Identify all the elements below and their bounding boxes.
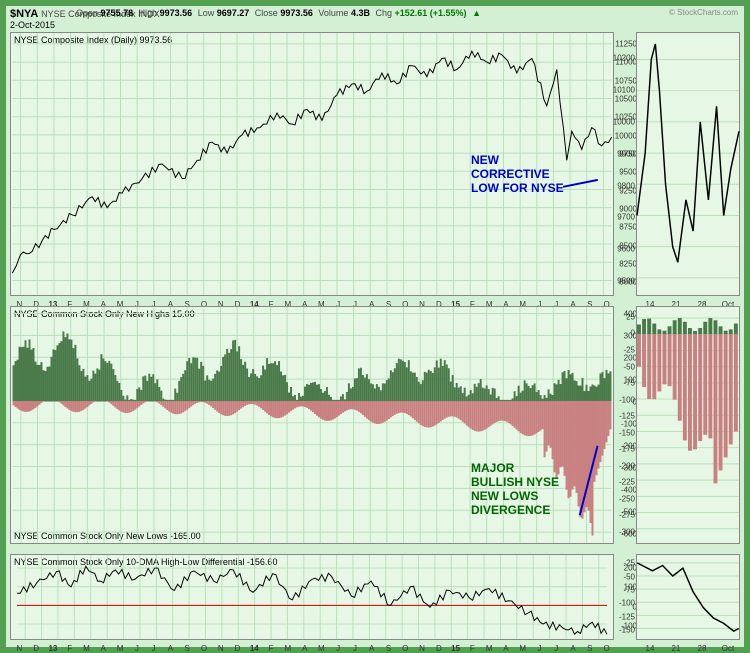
main-zoom-y-axis: 95009600970098009900100001010010200 bbox=[609, 33, 635, 295]
main-price-chart: NYSE Composite Index (Daily) 9973.56 NEW… bbox=[10, 32, 614, 296]
bot-zoom-y-axis: -150-125-100-75-50-25 bbox=[609, 555, 635, 639]
annotation-divergence: MAJOR BULLISH NYSE NEW LOWS DIVERGENCE bbox=[471, 461, 559, 517]
differential-zoom-chart: -150-125-100-75-50-25 142128Oct bbox=[636, 554, 740, 640]
main-zoom-line bbox=[637, 33, 739, 295]
chart-date: 2-Oct-2015 bbox=[10, 20, 740, 30]
annotation-corrective-low: NEW CORRECTIVE LOW FOR NYSE bbox=[471, 153, 564, 195]
bot-zoom-x-axis: 142128Oct bbox=[637, 641, 739, 653]
differential-chart: NYSE Common Stock Only 10-DMA High-Low D… bbox=[10, 554, 614, 640]
differential-line bbox=[11, 555, 613, 639]
bot-x-axis: ND13FMAMJJASOND14FMAMJJASOND15FMAMJJASO bbox=[11, 641, 613, 653]
highs-lows-chart: NYSE Common Stock Only New Highs 15.00 N… bbox=[10, 306, 614, 544]
main-zoom-chart: 95009600970098009900100001010010200 1421… bbox=[636, 32, 740, 296]
credit-text: © StockCharts.com bbox=[669, 8, 738, 17]
mid-zoom-y-axis: -300-275-250-225-200-175-150-125-100-75-… bbox=[609, 307, 635, 543]
chart-container: $NYA NYSE Composite Index INDX Open 9755… bbox=[6, 6, 744, 647]
chart-header: $NYA NYSE Composite Index INDX Open 9755… bbox=[6, 6, 744, 32]
ohlc-bar: Open 9755.78 High 9973.56 Low 9697.27 Cl… bbox=[76, 8, 484, 18]
highs-lows-zoom-chart: -300-275-250-225-200-175-150-125-100-75-… bbox=[636, 306, 740, 544]
differential-zoom-line bbox=[637, 555, 739, 639]
symbol-title: $NYA bbox=[10, 8, 38, 20]
